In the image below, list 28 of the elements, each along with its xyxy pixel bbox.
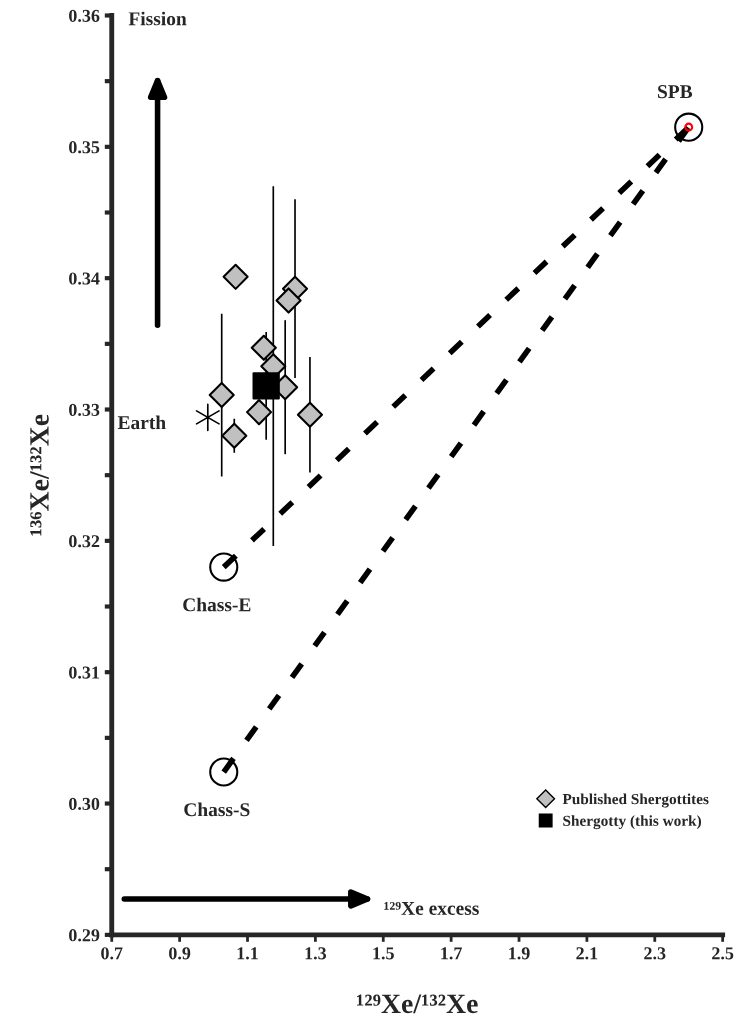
annotation: ¹²⁹Xe excess [384, 901, 479, 915]
x-tick-label: 2.3 [644, 947, 666, 960]
x-tick-label: 0.9 [169, 947, 191, 960]
annotation: Fission [128, 11, 187, 26]
y-tick-label: 0.32 [69, 535, 100, 548]
legend-label: Shergotty (this work) [563, 815, 701, 830]
annotation: Chass-S [184, 802, 250, 817]
x-tick-label: 1.3 [305, 947, 327, 960]
annotation: SPB [658, 85, 693, 99]
x-tick-label: 2.1 [576, 947, 598, 960]
y-axis-title: ¹³⁶Xe/¹³²Xe [30, 414, 49, 536]
annotation: Chass-E [183, 597, 251, 612]
y-tick-label: 0.36 [69, 9, 100, 23]
y-tick-label: 0.33 [69, 403, 100, 417]
x-tick-label: 0.7 [101, 947, 123, 960]
x-tick-label: 1.9 [509, 947, 530, 960]
y-tick-label: 0.34 [69, 272, 100, 285]
x-tick-label: 1.5 [373, 947, 394, 960]
x-tick-label: 1.1 [237, 947, 258, 960]
y-tick-label: 0.31 [69, 666, 100, 679]
x-axis-title: ¹²⁹Xe/¹³²Xe [357, 994, 478, 1014]
y-tick-label: 0.29 [69, 929, 100, 942]
y-tick-label: 0.35 [69, 141, 100, 154]
x-tick-label: 1.7 [441, 947, 462, 960]
x-tick-label: 2.5 [712, 947, 734, 960]
annotation: Earth [117, 415, 166, 430]
y-tick-label: 0.30 [69, 797, 100, 811]
legend-label: Published Shergottites [562, 793, 709, 808]
